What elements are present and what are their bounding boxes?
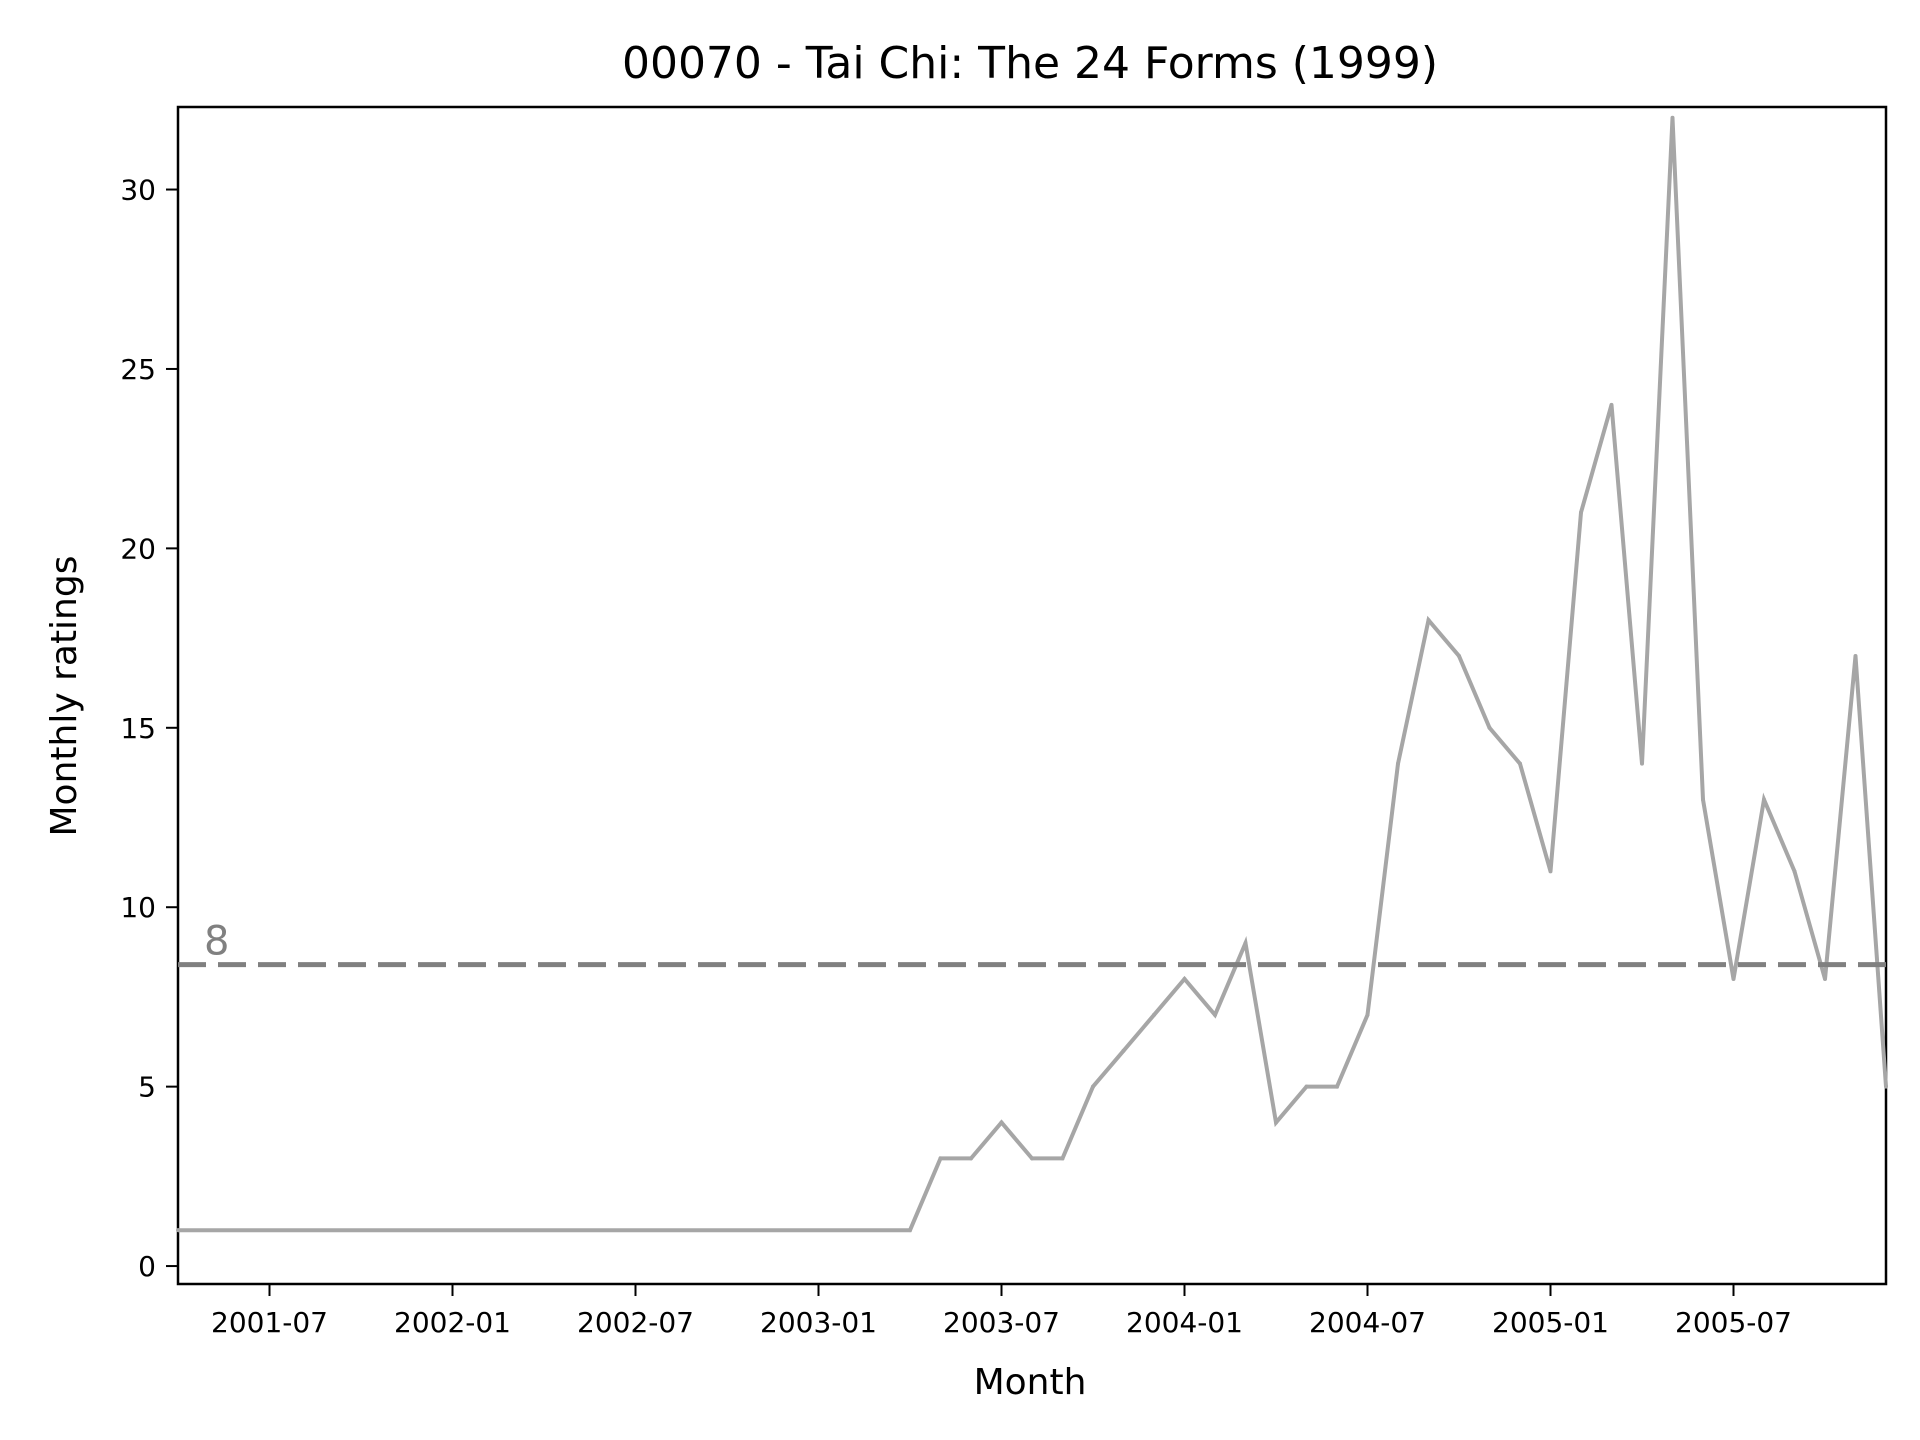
x-tick-label: 2002-07 [577,1306,694,1339]
data-point [1365,1012,1370,1017]
y-tick-label: 0 [138,1250,156,1283]
data-point [1091,1084,1095,1089]
reference-line-label: 8 [204,919,229,965]
x-axis-label: Month [974,1362,1087,1403]
chart-title: 00070 - Tai Chi: The 24 Forms (1999) [622,38,1438,89]
series-layer [176,115,1888,1233]
data-point [1457,654,1461,659]
data-point [1518,761,1522,766]
x-tick-label: 2005-07 [1675,1306,1792,1339]
plot-frame [176,105,1888,1286]
data-point [1121,1048,1126,1053]
data-point [938,1156,943,1161]
data-point [999,1120,1004,1125]
y-tick-label: 15 [120,712,156,745]
x-axis: 2001-07 2002-01 2002-07 2003-01 2003-07 2004-… [211,1284,1792,1339]
data-point [1884,1084,1888,1089]
y-tick-label: 10 [120,891,156,924]
data-point [1243,941,1248,946]
data-point [969,1156,973,1161]
data-point [1701,797,1705,802]
x-tick-label: 2003-07 [943,1306,1060,1339]
data-point [1396,761,1400,766]
data-point [1213,1012,1217,1017]
data-point [1609,402,1614,407]
data-point [1152,1012,1156,1017]
data-point [1304,1084,1309,1089]
data-point [1640,761,1644,766]
x-tick-label: 2003-01 [760,1306,877,1339]
y-tick-label: 30 [120,174,156,207]
y-axis-label: Monthly ratings [44,556,85,837]
x-tick-label: 2005-01 [1492,1306,1609,1339]
data-point [1335,1084,1339,1089]
data-point [1853,654,1858,659]
y-tick-label: 25 [120,353,156,386]
data-point [908,1228,912,1233]
x-tick-label: 2004-01 [1126,1306,1243,1339]
data-point [1792,869,1797,874]
data-point [1823,976,1827,981]
series-line [178,117,1888,1233]
data-point [1060,1156,1065,1161]
data-point [1030,1156,1034,1161]
data-point [1548,869,1553,874]
data-point [1731,976,1736,981]
reference-layer: 8 [178,919,1886,968]
x-tick-label: 2004-07 [1309,1306,1426,1339]
y-tick-label: 5 [138,1071,156,1104]
data-point [1487,725,1492,730]
data-point [1670,115,1675,120]
y-tick-label: 20 [120,532,156,565]
data-point [176,1228,180,1233]
data-point [1579,510,1583,515]
data-point [1182,976,1187,981]
data-point [1426,618,1431,623]
x-tick-label: 2002-01 [394,1306,511,1339]
data-point [1274,1120,1278,1125]
x-tick-label: 2001-07 [211,1306,328,1339]
y-axis: 0 5 10 15 20 25 30 [120,174,178,1283]
data-point [1762,797,1766,802]
